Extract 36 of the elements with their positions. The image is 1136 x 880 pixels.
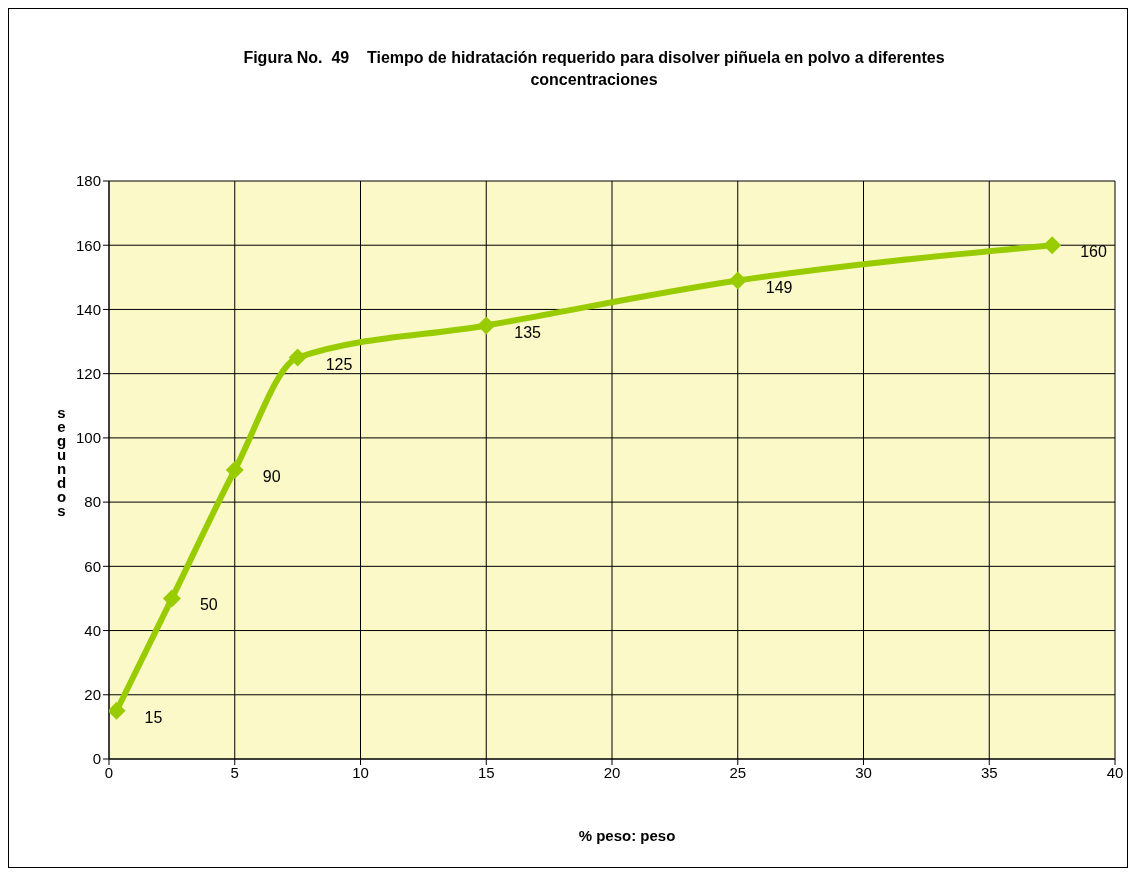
point — [477, 316, 496, 335]
point — [1043, 236, 1062, 255]
y-tick-label: 100 — [75, 429, 101, 447]
data-label: 15 — [144, 708, 163, 726]
y-tick-label: 140 — [75, 300, 101, 318]
y-tick-label: 80 — [84, 493, 101, 511]
point — [109, 701, 126, 720]
x-tick-label: 15 — [477, 763, 495, 781]
x-tick-label: 40 — [1106, 763, 1124, 781]
data-label: 90 — [262, 468, 281, 485]
point — [225, 461, 244, 479]
x-tick-label: 10 — [352, 763, 369, 781]
point — [288, 348, 307, 367]
data-label: 135 — [514, 323, 542, 341]
x-axis-title: % peso: peso — [577, 827, 677, 844]
x-tick-label: 35 — [980, 763, 998, 781]
x-tick-label: 30 — [855, 763, 872, 781]
x-tick-label: 5 — [230, 763, 239, 781]
point — [728, 271, 747, 290]
x-tick-label: 25 — [729, 763, 747, 781]
data-label: 125 — [325, 355, 353, 373]
y-tick-label: 60 — [84, 557, 101, 575]
y-tick-label: 120 — [75, 364, 101, 382]
data-label: 149 — [765, 278, 793, 296]
y-tick-label: 180 — [75, 172, 101, 190]
chart-title: Figura No. 49 Tiempo de hidratación requerido para disolver piñuela en polvo a diferentes concentraciones — [242, 48, 946, 90]
y-tick-label: 160 — [75, 236, 101, 254]
x-tick-label: 20 — [603, 763, 621, 781]
point — [162, 589, 181, 608]
data-label: 160 — [1080, 243, 1107, 261]
data-label: 50 — [199, 596, 218, 614]
y-axis-title: segundos — [53, 404, 70, 516]
y-tick-label: 40 — [84, 621, 101, 639]
y-tick-label: 20 — [84, 686, 101, 704]
y-tick-label: 0 — [92, 750, 101, 768]
x-tick-label: 0 — [104, 763, 114, 781]
